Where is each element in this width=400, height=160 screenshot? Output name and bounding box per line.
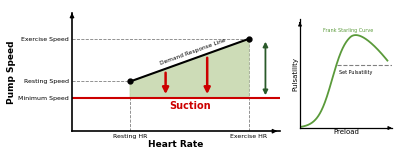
Text: Frank Starling Curve: Frank Starling Curve (323, 28, 373, 33)
X-axis label: Heart Rate: Heart Rate (148, 140, 204, 149)
Polygon shape (130, 39, 249, 98)
Text: Suction: Suction (170, 101, 211, 111)
Text: Demand Response Line: Demand Response Line (159, 38, 226, 66)
X-axis label: Preload: Preload (333, 129, 359, 135)
Y-axis label: Pump Speed: Pump Speed (7, 40, 16, 104)
Text: Set Pulsatility: Set Pulsatility (339, 70, 373, 75)
Y-axis label: Pulsatility: Pulsatility (293, 57, 299, 91)
